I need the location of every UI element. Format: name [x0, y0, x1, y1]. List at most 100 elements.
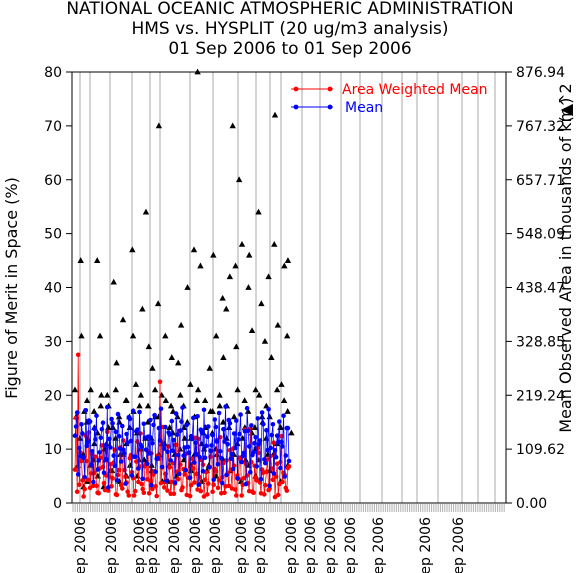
mean-point	[178, 428, 183, 434]
y2-tick-label: 0.00	[516, 496, 547, 512]
area-triangle-marker	[144, 402, 152, 409]
mean-point	[163, 424, 168, 430]
area-weighted-mean-point	[211, 482, 216, 488]
area-triangle-marker	[201, 397, 209, 404]
mean-point	[110, 421, 115, 426]
area-weighted-mean-point	[263, 482, 268, 488]
mean-point	[114, 478, 120, 483]
mean-point	[137, 409, 142, 415]
area-triangle-marker	[278, 381, 285, 387]
area-weighted-mean-point	[270, 477, 276, 483]
x-tick-label: Sep 2006	[303, 517, 319, 573]
area-weighted-mean-point	[139, 481, 144, 487]
area-triangle-marker	[168, 354, 175, 360]
area-triangle-marker	[230, 413, 238, 420]
mean-point	[97, 450, 102, 455]
area-triangle-marker	[112, 386, 120, 393]
mean-point	[80, 431, 85, 436]
area-weighted-mean-point	[171, 491, 177, 497]
mean-point	[136, 466, 141, 471]
area-triangle-marker	[244, 408, 252, 414]
mean-point	[130, 408, 136, 414]
area-weighted-mean-point	[157, 379, 163, 385]
mean-point	[192, 460, 197, 465]
area-weighted-mean-point	[222, 490, 227, 496]
mean-point	[128, 438, 134, 444]
area-triangle-marker	[265, 273, 272, 280]
mean-point	[103, 457, 109, 462]
area-weighted-mean-point	[273, 474, 279, 479]
area-triangle-marker	[233, 343, 240, 350]
mean-point	[205, 434, 210, 440]
x-tick-label: Sep 2006	[167, 517, 183, 573]
mean-point	[189, 436, 195, 442]
area-weighted-mean-point	[80, 478, 85, 483]
area-weighted-mean-point	[162, 485, 167, 490]
mean-point	[285, 425, 291, 431]
mean-point	[174, 432, 180, 437]
area-triangle-marker	[136, 402, 143, 409]
mean-point	[167, 432, 172, 437]
legend-marker-area-weighted-mean	[327, 86, 333, 92]
mean-point	[123, 481, 128, 486]
mean-point	[279, 439, 284, 445]
mean-point	[260, 422, 266, 427]
x-tick-label: Sep 2006	[418, 517, 434, 573]
legend-label-mean: Mean	[345, 100, 383, 116]
area-triangle-marker	[129, 332, 137, 339]
mean-point	[72, 433, 78, 439]
area-weighted-mean-point	[153, 484, 158, 489]
area-weighted-mean-point	[251, 490, 256, 496]
area-triangle-marker	[261, 337, 269, 344]
mean-point	[252, 440, 257, 446]
mean-point	[145, 434, 151, 440]
area-triangle-marker	[144, 418, 152, 425]
mean-point	[213, 424, 219, 430]
mean-point	[249, 423, 254, 428]
x-tick-label: Sep 2006	[284, 517, 300, 573]
area-triangle-marker	[235, 176, 243, 183]
mean-point	[209, 443, 214, 448]
area-weighted-mean-point	[275, 492, 281, 498]
mean-point	[223, 404, 228, 409]
area-triangle-marker	[255, 391, 263, 398]
area-weighted-mean-point	[83, 433, 89, 439]
y2-tick-label: 767.32	[516, 119, 565, 135]
area-triangle-marker	[197, 262, 204, 269]
y-tick-label: 20	[44, 388, 62, 404]
mean-point	[235, 475, 240, 481]
area-weighted-mean-point	[215, 485, 221, 491]
area-triangle-marker	[149, 364, 156, 371]
mean-point	[98, 435, 104, 441]
mean-point	[88, 462, 94, 468]
mean-point	[217, 449, 223, 454]
area-triangle-marker	[94, 257, 101, 263]
mean-point	[234, 418, 239, 423]
mean-point	[112, 463, 118, 469]
y2-tick-label: 219.24	[516, 388, 565, 404]
mean-point	[241, 450, 247, 456]
mean-point	[129, 473, 135, 478]
mean-point	[277, 419, 282, 424]
mean-point	[227, 421, 233, 426]
mean-point	[109, 416, 114, 422]
x-tick-label: Sep 2006	[208, 517, 224, 573]
area-weighted-mean-point	[81, 494, 86, 499]
area-triangle-marker	[251, 424, 259, 430]
mean-point	[187, 475, 193, 481]
mean-point	[124, 431, 129, 437]
y-tick-label: 0	[53, 496, 62, 512]
area-triangle-marker	[219, 294, 226, 301]
area-triangle-marker	[280, 397, 288, 404]
area-weighted-mean-point	[134, 459, 139, 464]
mean-point	[237, 431, 242, 437]
area-weighted-mean-point	[114, 492, 120, 498]
area-weighted-mean-point	[189, 456, 195, 462]
area-weighted-mean-point	[202, 477, 208, 483]
mean-point	[179, 419, 184, 424]
area-triangle-marker	[258, 300, 265, 307]
area-triangle-marker	[104, 391, 111, 398]
area-triangle-marker	[113, 359, 120, 366]
mean-point	[225, 442, 230, 447]
